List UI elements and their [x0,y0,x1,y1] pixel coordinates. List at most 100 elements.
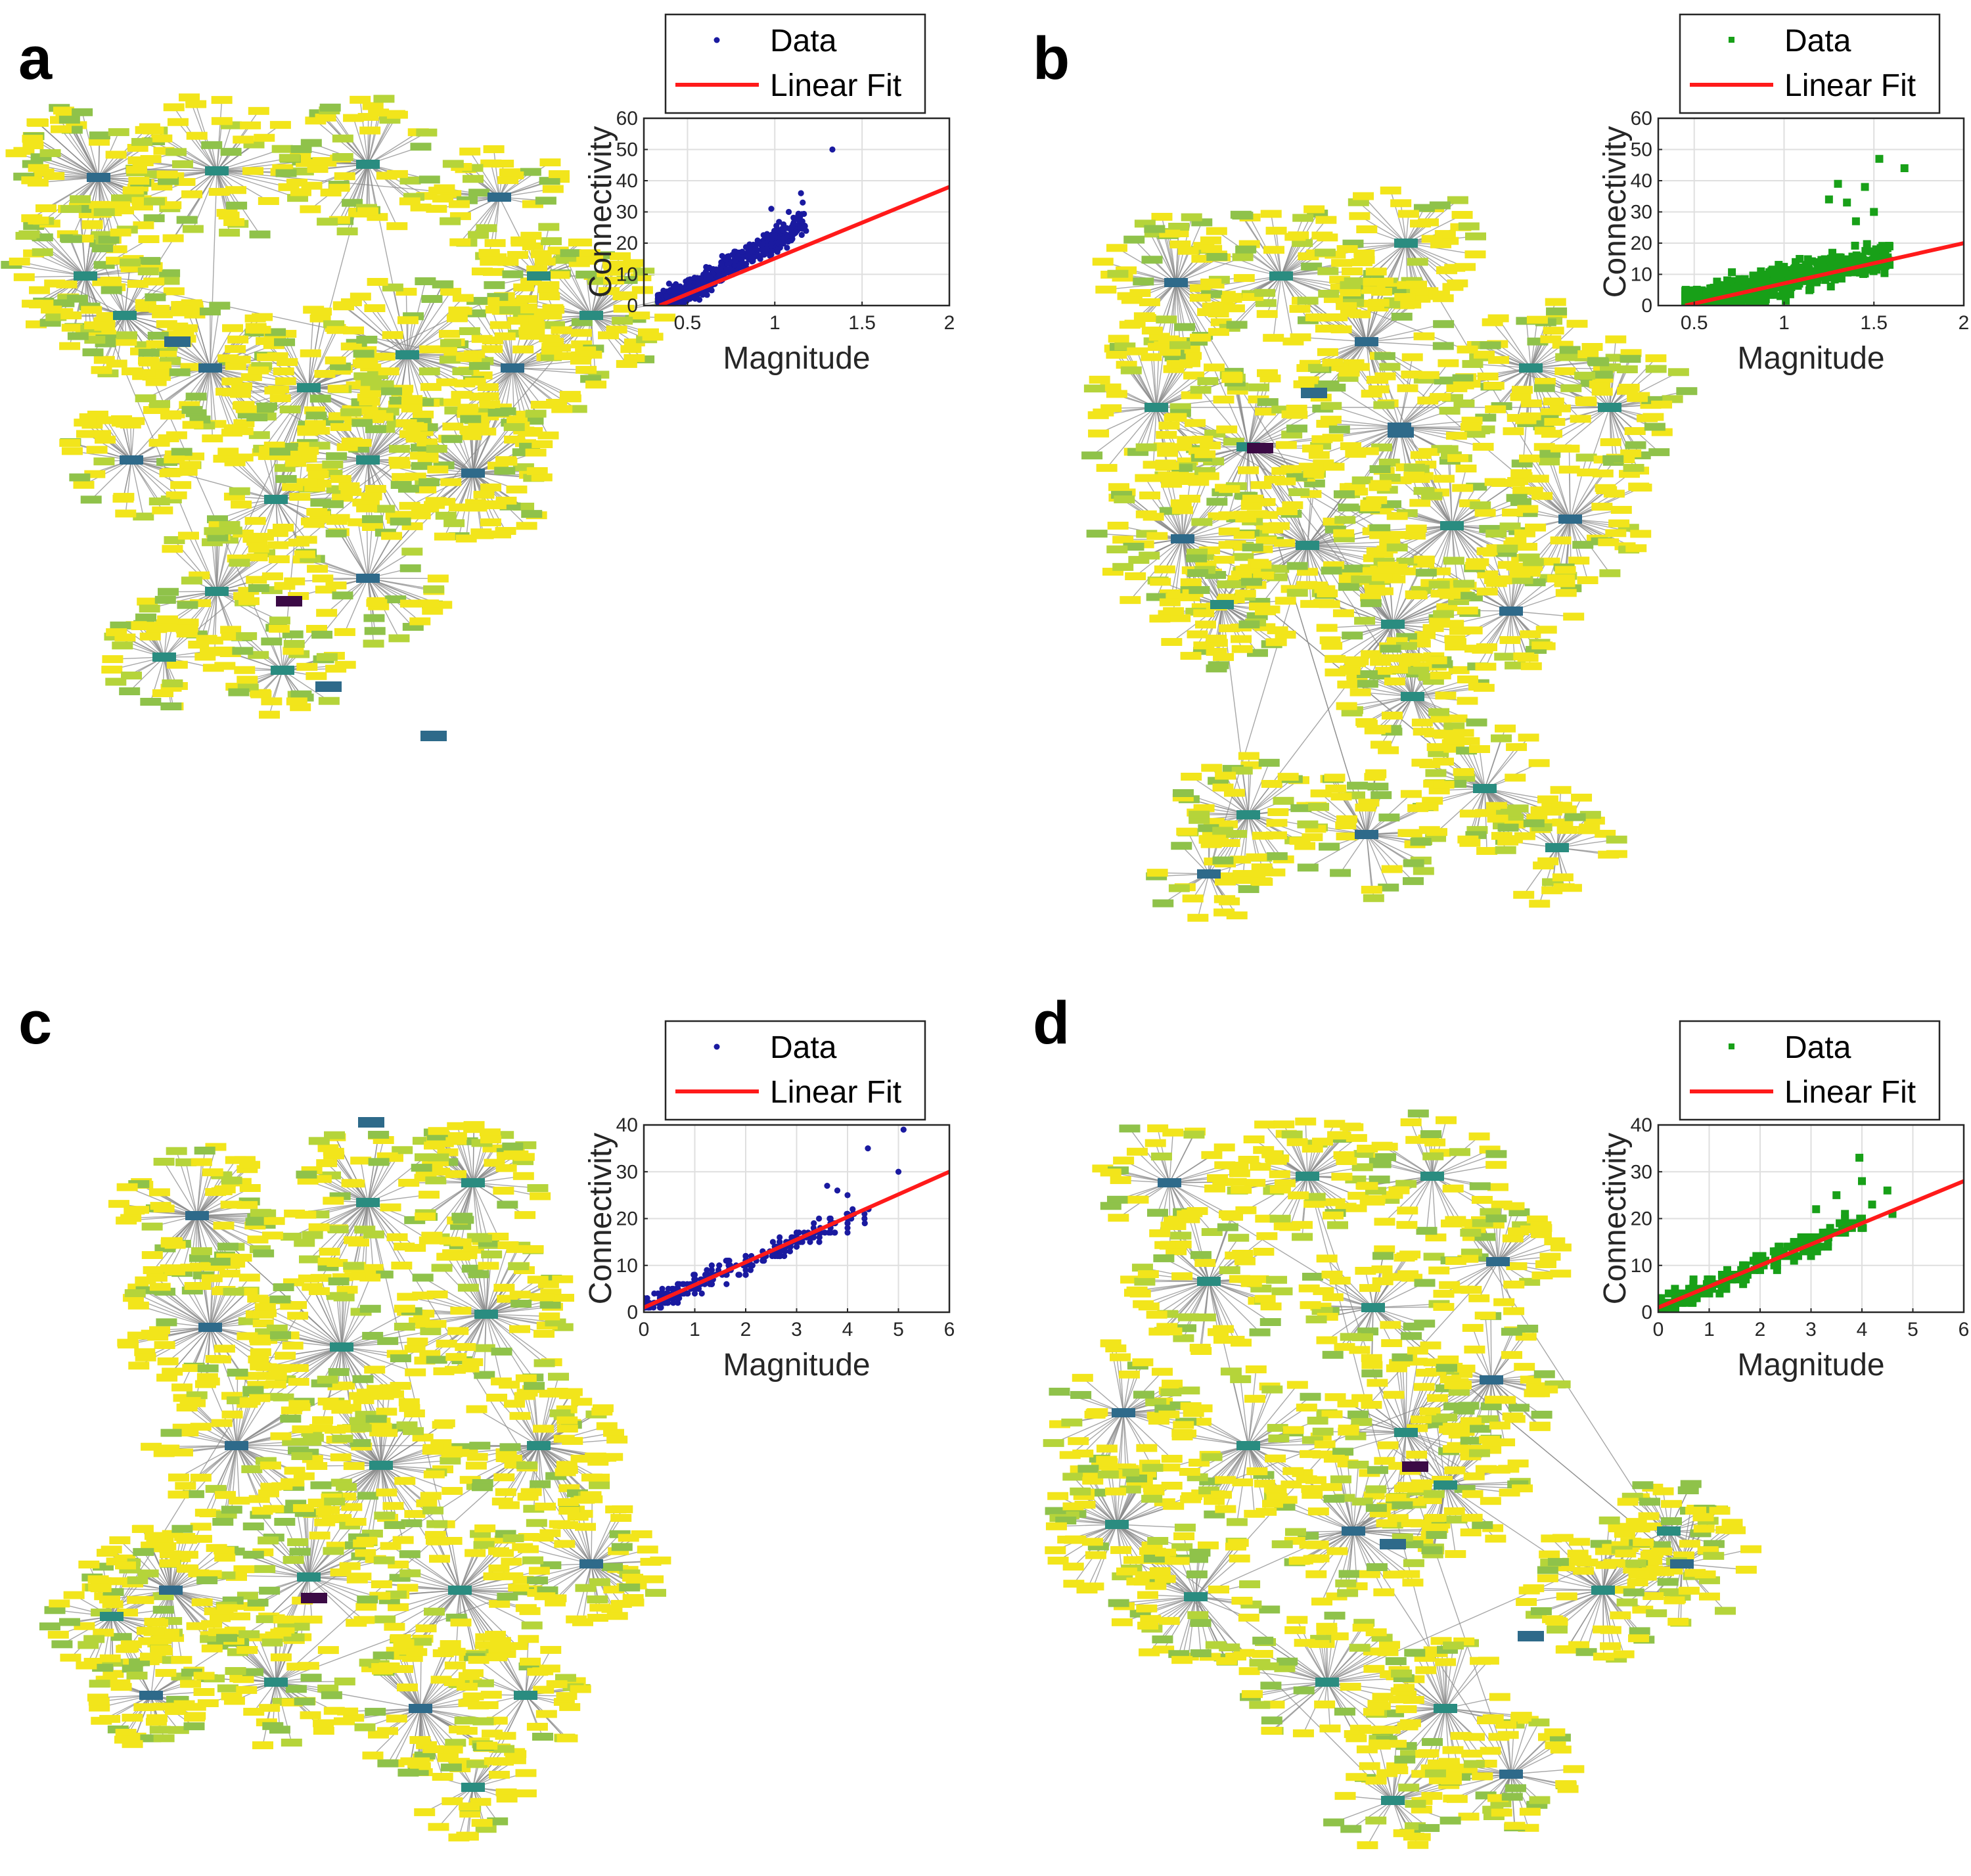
network-node [267,541,289,549]
network-node [154,595,176,604]
network-node [199,308,221,316]
network-edge [488,367,513,397]
network-node [1284,233,1306,241]
network-node [1539,457,1560,466]
network-edge [131,459,144,517]
network-node [315,113,336,122]
network-node [1108,334,1129,343]
network-node [506,485,528,493]
network-node [1294,842,1316,850]
network-node [1095,285,1117,294]
network-node-center [487,193,511,202]
x-tick-label: 0.5 [674,312,702,334]
network-node [1577,350,1599,359]
network-node [357,207,378,216]
network-node [1297,863,1319,872]
network-node [489,530,511,539]
data-point [781,235,787,242]
network-node [399,197,420,206]
network-node [1572,541,1594,549]
network-node [248,584,269,593]
network-node [524,327,545,335]
network-node [156,170,178,179]
network-node [1125,572,1146,580]
network-node [81,220,103,229]
network-node [162,679,183,687]
network-edge [485,367,513,432]
network-node [1409,499,1431,507]
network-node [156,349,177,357]
network-node [1472,442,1494,451]
network-node [242,534,264,543]
network-node [525,409,547,418]
network-node [81,306,102,314]
network-node [494,467,516,475]
network-node [1133,312,1155,321]
network-node [110,194,132,202]
network-node [426,444,447,453]
network-node [1256,369,1278,377]
network-node [93,457,115,466]
network-edge [216,559,280,592]
network-node [163,103,185,112]
network-node [39,149,61,158]
network-node [334,172,355,181]
network-node [106,628,127,637]
network-edge [210,367,217,424]
network-node [468,361,490,370]
network-node [268,555,290,564]
network-node [311,630,333,639]
network-node [446,314,468,323]
network-node [442,423,464,431]
network-node [654,313,676,322]
network-node [499,168,520,177]
network-node [105,677,127,686]
network-node [559,390,581,399]
network-edge [145,367,211,399]
network-node [1250,561,1272,569]
network-node [1546,307,1568,315]
network-node [231,500,252,509]
network-edge [275,499,284,528]
network-node [1491,734,1512,743]
network-node [1439,407,1461,415]
network-edge [367,423,407,461]
network-edge [560,273,592,316]
network-node [321,515,342,524]
network-node [365,485,386,493]
network-node [401,547,423,556]
network-node [1599,569,1621,578]
network-node [1483,382,1505,390]
network-edge [120,625,165,658]
network-node [1338,503,1359,512]
network-node [487,408,509,417]
network-node [1555,353,1577,361]
network-node [325,529,347,538]
network-node [1159,598,1181,606]
network-node [306,508,328,516]
network-node [541,311,562,320]
network-node [535,196,556,205]
network-node [399,599,421,608]
network-node [307,470,329,479]
network-node-center [152,652,176,662]
network-node [140,154,162,163]
network-node [1231,570,1252,579]
network-node [1477,372,1499,380]
network-edge [275,499,279,545]
network-node [121,672,143,680]
network-node [1238,752,1259,760]
network-edge [196,135,217,172]
network-node [166,660,188,669]
network-node [53,106,74,115]
network-node [386,222,408,231]
network-node [137,267,159,275]
network-node [1290,333,1311,342]
network-node [484,281,505,289]
network-node [261,637,283,646]
network-node [160,702,182,711]
network-node [1187,630,1208,639]
network-edge [1366,834,1372,890]
network-node [516,295,537,304]
network-node [133,513,154,521]
